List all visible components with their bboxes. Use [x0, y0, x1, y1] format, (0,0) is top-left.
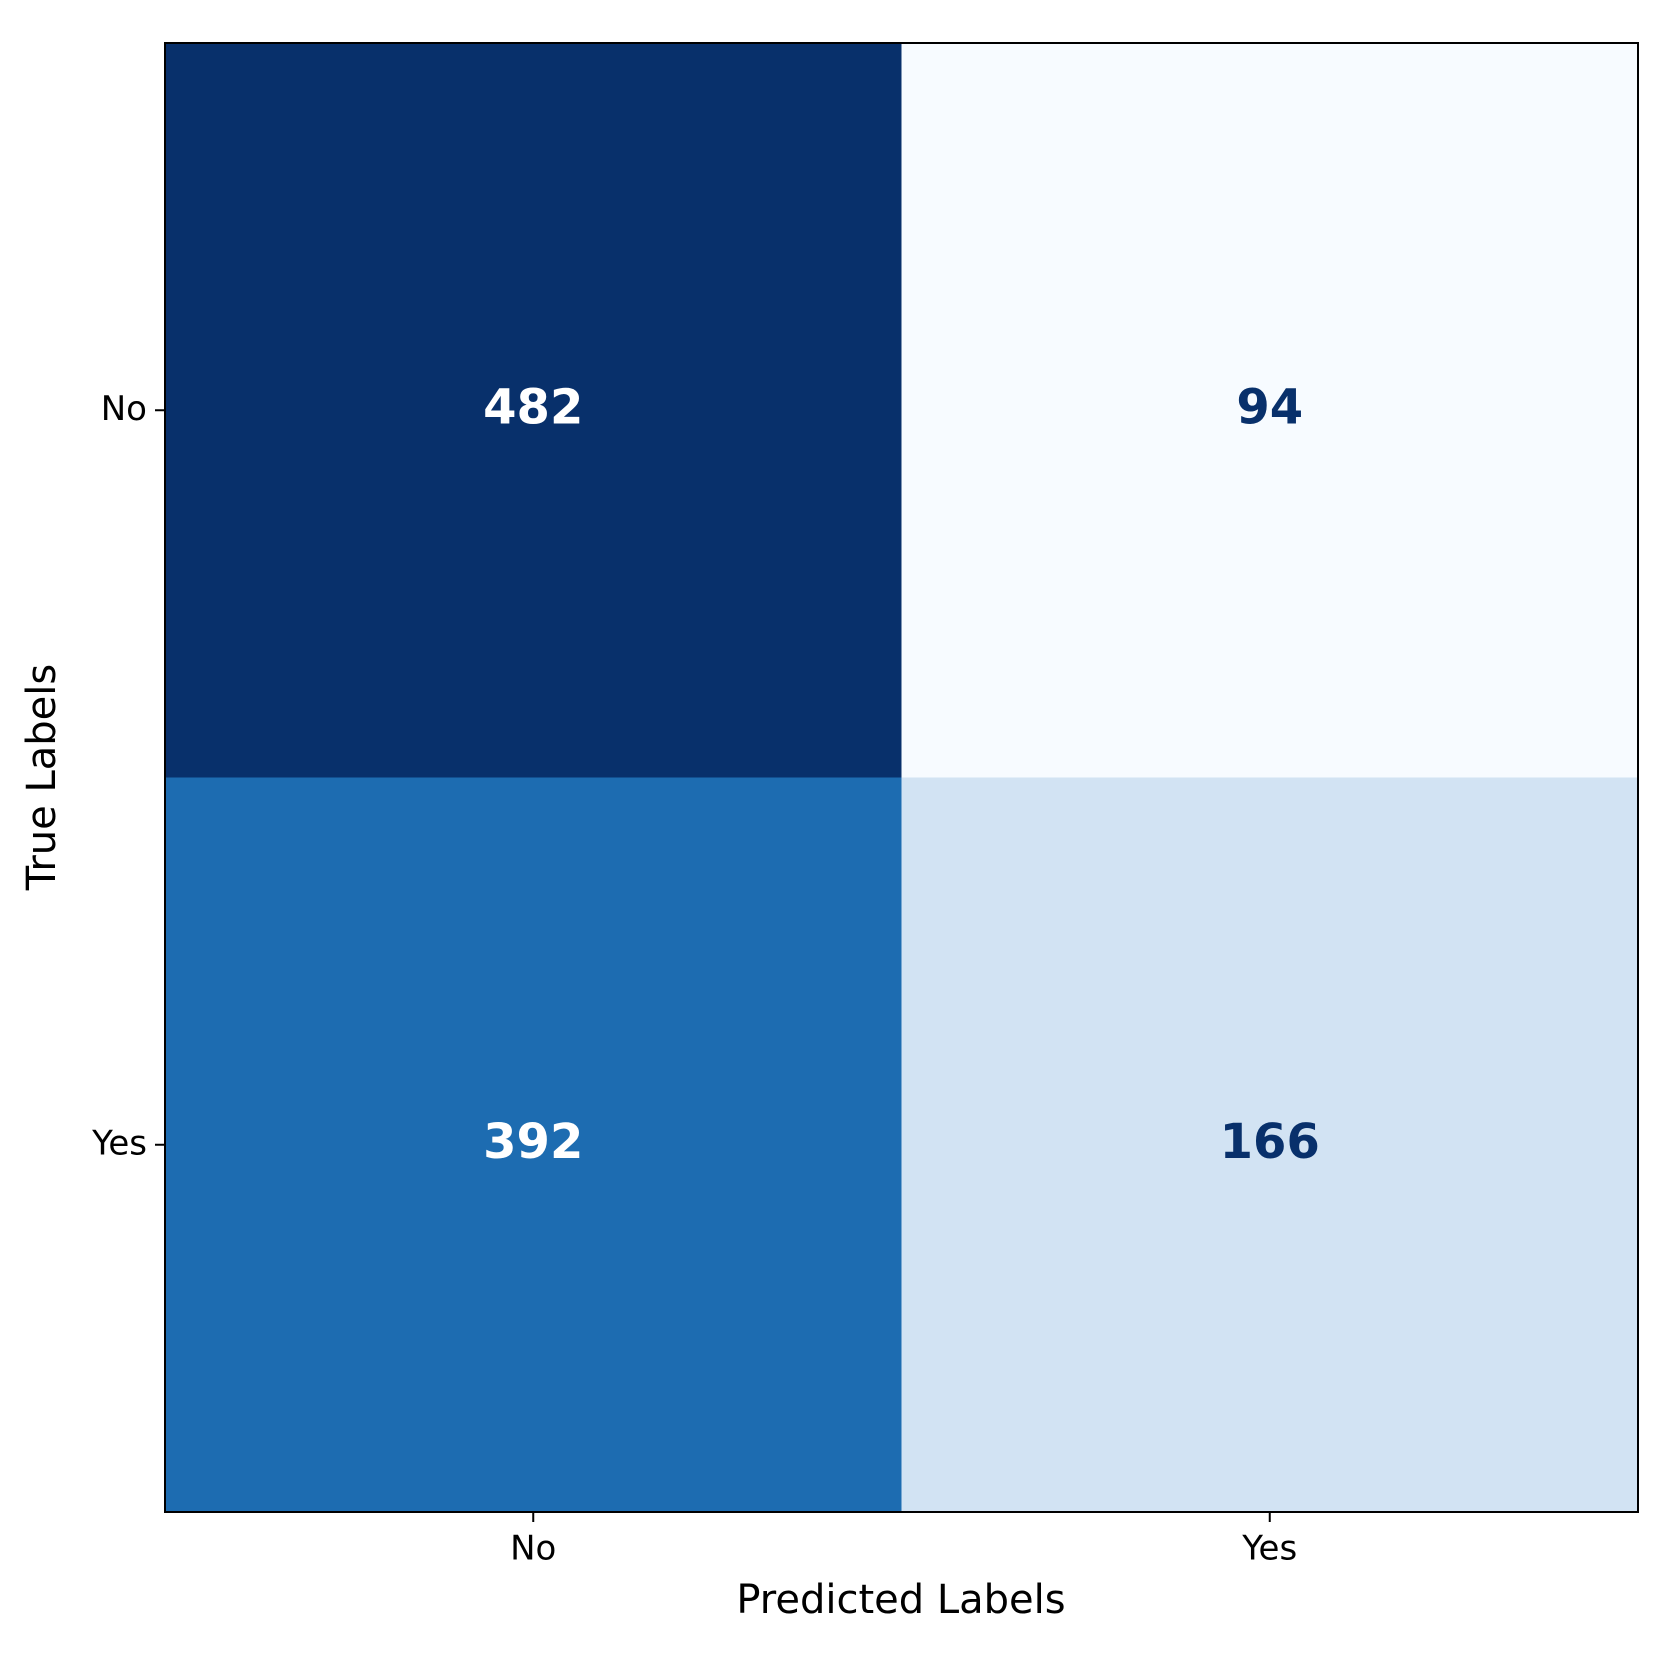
cell-label: 166 — [1220, 1114, 1320, 1170]
x-tick-label: No — [510, 1529, 556, 1569]
heatmap-cell — [901, 43, 1638, 778]
cell-label: 392 — [483, 1114, 583, 1170]
y-axis-label: True Labels — [19, 664, 65, 891]
cell-label: 94 — [1236, 379, 1303, 435]
x-axis-label: Predicted Labels — [736, 1577, 1065, 1623]
y-tick-label: No — [101, 389, 147, 429]
heatmap-cell — [901, 777, 1638, 1512]
plot-frame — [164, 42, 1639, 1513]
cell-label: 482 — [483, 379, 583, 435]
heatmap-cell — [165, 777, 902, 1512]
heatmap-cell — [165, 43, 902, 778]
y-tick-label: Yes — [91, 1123, 147, 1163]
x-tick-label: Yes — [1241, 1529, 1297, 1569]
